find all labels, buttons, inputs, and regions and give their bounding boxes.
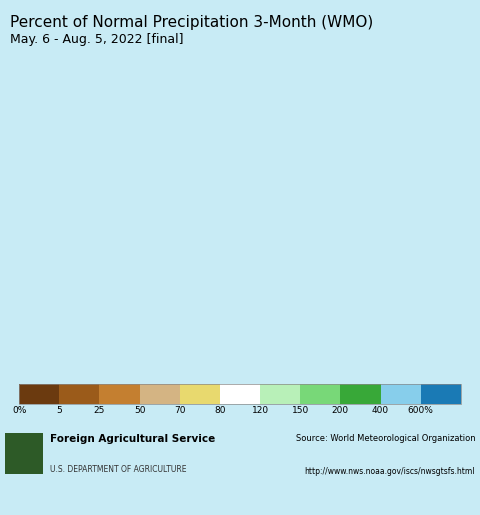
Bar xyxy=(180,384,220,404)
Text: 400: 400 xyxy=(372,406,389,416)
Text: 150: 150 xyxy=(291,406,309,416)
Bar xyxy=(5,433,43,474)
Text: 50: 50 xyxy=(134,406,145,416)
Text: May. 6 - Aug. 5, 2022 [final]: May. 6 - Aug. 5, 2022 [final] xyxy=(10,33,183,46)
Bar xyxy=(381,384,420,404)
Text: 25: 25 xyxy=(94,406,105,416)
Bar xyxy=(99,384,140,404)
Bar xyxy=(420,384,461,404)
Bar xyxy=(60,384,99,404)
Text: Source: World Meteorological Organization: Source: World Meteorological Organizatio… xyxy=(296,435,475,443)
Bar xyxy=(220,384,260,404)
Text: 200: 200 xyxy=(332,406,349,416)
Bar xyxy=(19,384,60,404)
Text: 0%: 0% xyxy=(12,406,26,416)
Text: 5: 5 xyxy=(57,406,62,416)
Bar xyxy=(260,384,300,404)
Text: 600%: 600% xyxy=(408,406,433,416)
Text: Percent of Normal Precipitation 3-Month (WMO): Percent of Normal Precipitation 3-Month … xyxy=(10,15,373,30)
Bar xyxy=(140,384,180,404)
Bar xyxy=(300,384,340,404)
Bar xyxy=(19,384,461,404)
Text: 80: 80 xyxy=(214,406,226,416)
Bar xyxy=(340,384,381,404)
Text: Foreign Agricultural Service: Foreign Agricultural Service xyxy=(50,435,216,444)
Text: 120: 120 xyxy=(252,406,269,416)
Text: U.S. DEPARTMENT OF AGRICULTURE: U.S. DEPARTMENT OF AGRICULTURE xyxy=(50,465,187,474)
Text: 70: 70 xyxy=(174,406,186,416)
Text: http://www.nws.noaa.gov/iscs/nwsgtsfs.html: http://www.nws.noaa.gov/iscs/nwsgtsfs.ht… xyxy=(305,468,475,476)
